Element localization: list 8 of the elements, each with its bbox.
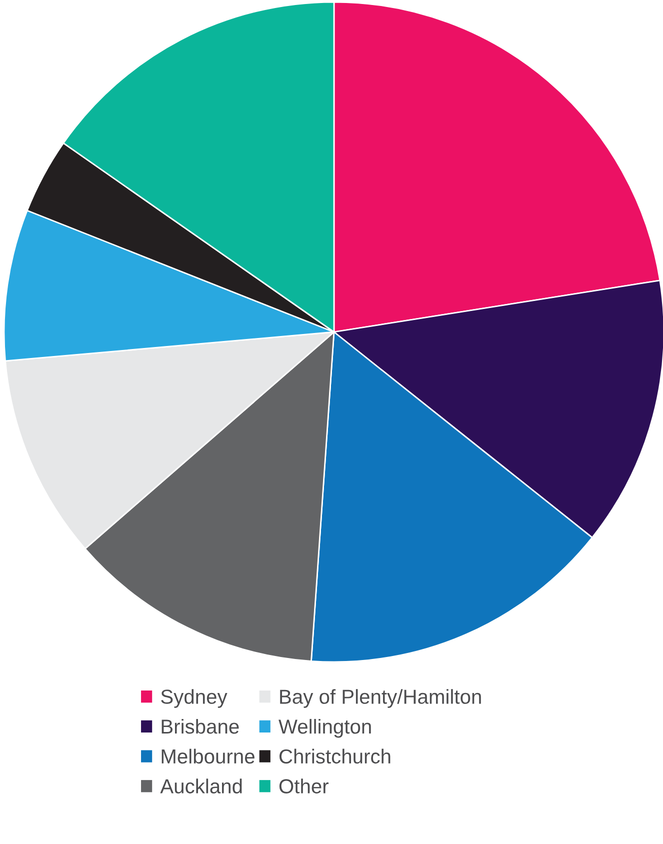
legend-label: Melbourne [162, 748, 254, 764]
legend-label: Wellington [278, 718, 371, 738]
legend-label: Sydney [161, 689, 228, 708]
legend-label: Bay of Plenty/Hamilton [280, 689, 481, 708]
legend-label: Christchurch [280, 748, 390, 764]
legend-label: Brisbane [162, 718, 239, 734]
legend-label: Other [279, 778, 329, 794]
legend-label: Auckland [160, 778, 242, 794]
